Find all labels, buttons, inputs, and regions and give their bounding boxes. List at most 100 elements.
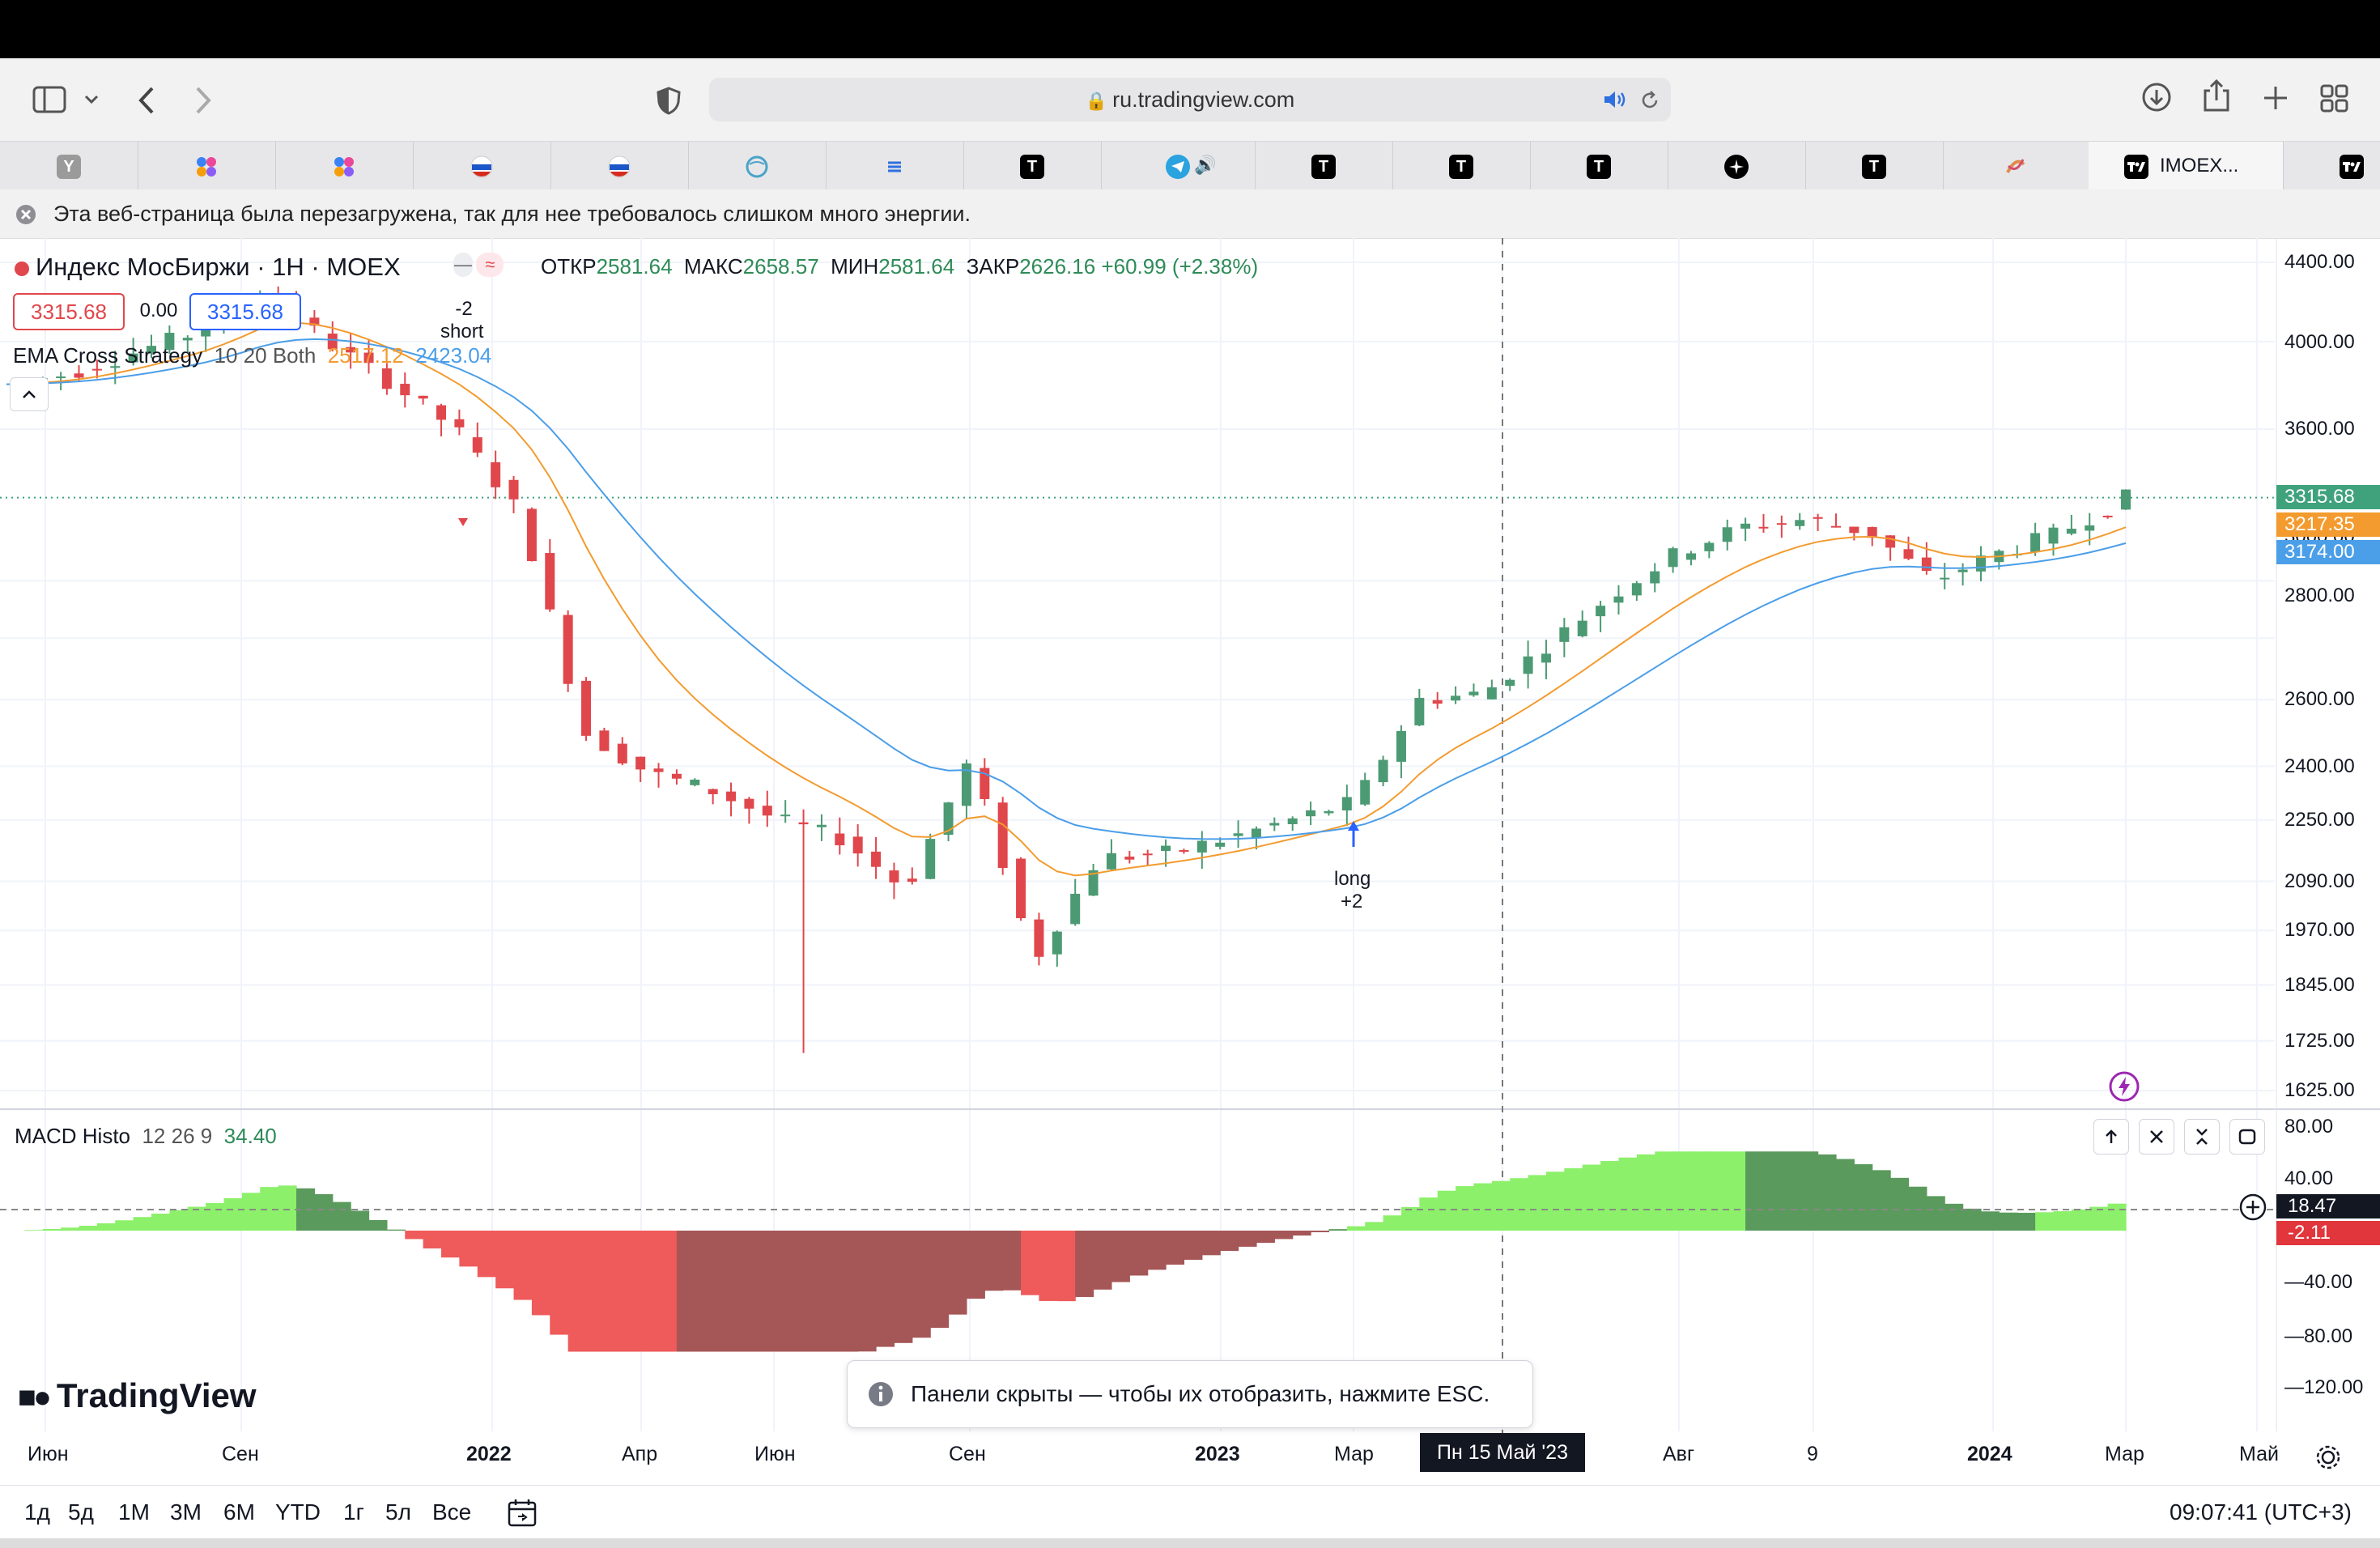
candle-body [599,730,610,751]
address-bar[interactable]: 🔒 ru.tradingview.com [709,78,1671,121]
macd-bar [1491,1180,1511,1231]
macd-bar [79,1225,98,1231]
macd-bar [2089,1206,2109,1231]
price-tick-label: 3600.00 [2284,418,2355,440]
timeframe-button[interactable]: 1М [118,1499,150,1525]
timeframe-button[interactable]: YTD [275,1499,321,1525]
price-tick-label: 4000.00 [2284,331,2355,353]
pane-close-button[interactable] [2139,1119,2174,1155]
candle-body [1830,525,1841,528]
long-qty: +2 [1341,891,1363,912]
macd-bar [1274,1231,1294,1240]
speaker-icon[interactable]: 🔊 [1194,155,1217,175]
chevron-down-icon[interactable] [83,92,100,107]
timeframe-button[interactable]: 1д [24,1499,50,1525]
candle-body [491,461,501,487]
pane-maximize-button[interactable] [2229,1119,2265,1155]
lightning-icon[interactable] [2108,1070,2140,1103]
tab-8[interactable]: T [963,142,1102,190]
macd-bar [1727,1151,1746,1231]
settings-gear-icon[interactable] [2314,1443,2343,1472]
macd-bar [912,1231,931,1338]
tab-11[interactable]: T [1392,142,1531,190]
close-icon[interactable] [15,203,37,226]
long-arrow-head [1348,821,1359,831]
share-icon[interactable] [2202,78,2231,113]
timeframe-button[interactable]: 5л [385,1499,411,1525]
candle-body [327,334,338,350]
candle-body [2085,525,2095,531]
timeframe-button[interactable]: 5д [68,1499,94,1525]
tab-13[interactable] [1668,142,1806,190]
tab-4[interactable] [413,142,551,190]
candle-body [1885,535,1896,548]
strategy-name[interactable]: EMA Cross Strategy [13,343,203,368]
tab-icon-letter: T [1456,157,1467,176]
collapse-legend-button[interactable] [10,377,49,411]
privacy-shield-icon[interactable] [656,86,682,115]
candle-body [309,317,320,326]
tab-15[interactable] [1943,142,2089,190]
tab-2[interactable] [138,142,276,190]
tab-7[interactable] [826,142,964,190]
macd-bar [513,1231,533,1300]
macd-bar [223,1198,243,1231]
visibility-toggle[interactable]: — ≈ [453,253,518,280]
candle-body [744,798,754,809]
tab-6[interactable] [688,142,827,190]
chart-container[interactable] [0,238,2380,1485]
candle-body [726,791,737,802]
tab-10[interactable]: T [1255,142,1393,190]
timeframe-button[interactable]: Все [432,1499,472,1525]
candle-body [2121,489,2131,510]
time-tick-label: Сен [949,1443,986,1465]
sidebar-icon[interactable] [32,86,68,113]
macd-bar [712,1231,732,1352]
macd-bar [1456,1186,1475,1231]
chart-canvas[interactable] [0,238,2380,1485]
tab-14[interactable]: T [1805,142,1944,190]
timeframe-button[interactable]: 6М [223,1499,255,1525]
reload-icon[interactable] [1638,89,1661,112]
timeframe-button[interactable]: 3М [170,1499,202,1525]
candle-body [943,802,954,836]
candle-body [1722,527,1732,542]
tab-icon-letter: T [1318,157,1329,176]
candle-body [1668,548,1678,568]
tab-17[interactable] [2283,142,2380,190]
tab-overview-icon[interactable] [2320,84,2349,113]
back-icon[interactable] [134,84,159,117]
macd-title[interactable]: MACD Histo [15,1124,131,1148]
t-icon: T [1862,155,1886,179]
timeframe-button[interactable]: 1г [343,1499,364,1525]
ema-slow-price-tag: 3174.00 [2276,540,2380,564]
macd-bar [1564,1167,1583,1231]
tab-1[interactable]: Y [0,142,138,190]
candle-body [1088,870,1099,896]
speaker-icon[interactable] [1603,89,1627,110]
calendar-range-icon[interactable] [507,1497,541,1529]
pane-collapse-button[interactable] [2184,1119,2220,1155]
tab-12[interactable]: T [1530,142,1668,190]
forward-icon[interactable] [191,84,215,117]
macd-bar [1021,1231,1040,1295]
tab-3[interactable] [275,142,414,190]
macd-bar [1854,1163,1873,1231]
add-plus-icon[interactable] [2239,1193,2267,1221]
new-tab-icon[interactable] [2262,84,2289,112]
tab-16[interactable]: IMOEX... [2089,142,2284,190]
symbol-header: Индекс МосБиржи · 1Н · MOEX [15,253,401,282]
sell-button[interactable]: 3315.68 [13,293,125,330]
symbol-title[interactable]: Индекс МосБиржи · 1Н · MOEX [36,253,401,281]
clock[interactable]: 09:07:41 (UTC+3) [2170,1499,2352,1525]
pane-move-up-button[interactable] [2093,1119,2129,1155]
candle-body [164,333,175,351]
tab-9[interactable]: 🔊 [1101,142,1256,190]
buy-button[interactable]: 3315.68 [189,293,301,330]
tradingview-logo[interactable]: ■● TradingView [18,1376,257,1415]
russia-flag-icon [607,155,631,179]
t-icon: T [1020,155,1044,179]
candle-body [871,851,882,867]
tab-5[interactable] [550,142,689,190]
download-icon[interactable] [2140,81,2173,113]
